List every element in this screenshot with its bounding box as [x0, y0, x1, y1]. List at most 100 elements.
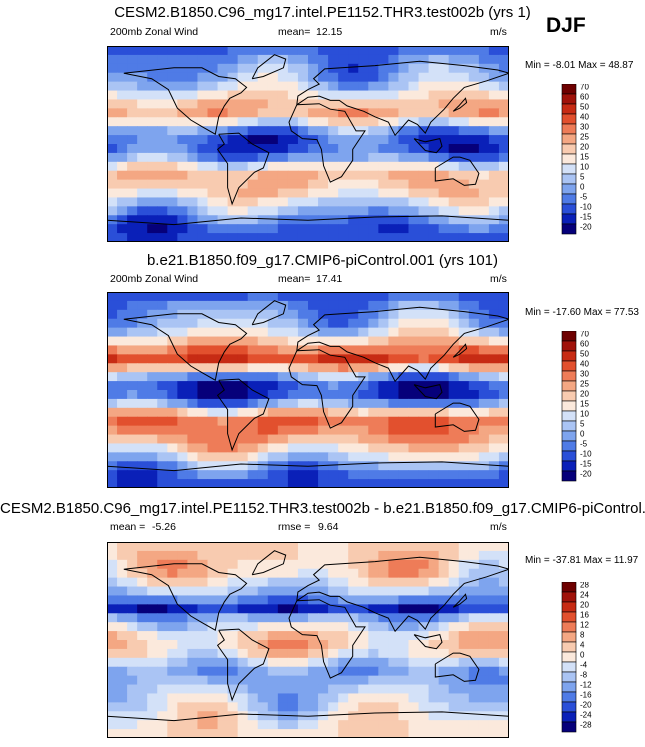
field-cell — [308, 336, 319, 347]
field-cell — [167, 640, 178, 650]
field-cell — [107, 577, 118, 588]
field-cell — [167, 179, 178, 190]
field-cell — [438, 470, 450, 480]
field-cell — [147, 729, 158, 738]
field-cell — [297, 398, 309, 409]
field-cell — [388, 550, 400, 561]
field-cell — [388, 443, 400, 453]
colorbar-swatch — [561, 390, 577, 402]
field-cell — [237, 631, 249, 641]
field-cell — [227, 586, 239, 597]
field-cell — [388, 461, 400, 471]
field-cell — [257, 693, 269, 703]
field-cell — [187, 188, 199, 199]
field-cell — [237, 613, 249, 623]
field-cell — [147, 81, 158, 92]
field-cell — [217, 675, 229, 686]
field-cell — [368, 300, 379, 311]
field-cell — [498, 354, 509, 364]
field-cell — [458, 54, 470, 65]
field-cell — [117, 398, 128, 409]
field-cell — [448, 144, 460, 154]
field-cell — [428, 126, 440, 136]
field-cell — [468, 648, 480, 659]
field-cell — [247, 206, 259, 216]
field-cell — [267, 179, 279, 190]
field-cell — [358, 197, 369, 207]
field-cell — [117, 309, 128, 320]
field-cell — [358, 188, 369, 199]
field-cell — [368, 90, 379, 101]
field-cell — [207, 318, 219, 329]
field-cell — [297, 108, 309, 118]
field-cell — [418, 613, 430, 623]
field-cell — [297, 648, 309, 659]
field-cell — [448, 197, 460, 207]
field-cell — [418, 135, 430, 145]
field-cell — [157, 152, 168, 163]
field-cell — [488, 152, 500, 163]
field-cell — [398, 336, 410, 347]
field-cell — [428, 434, 440, 445]
field-cell — [157, 197, 168, 207]
field-cell — [177, 170, 188, 181]
field-cell — [398, 197, 410, 207]
field-cell — [287, 152, 299, 163]
field-cell — [468, 622, 480, 632]
field-cell — [167, 327, 178, 338]
field-cell — [227, 108, 239, 118]
field-cell — [187, 135, 199, 145]
field-cell — [267, 640, 279, 650]
field-cell — [468, 292, 480, 302]
field-cell — [297, 470, 309, 480]
field-cell — [488, 657, 500, 668]
field-cell — [488, 542, 500, 552]
field-cell — [167, 693, 178, 703]
field-cell — [207, 675, 219, 686]
field-cell — [498, 363, 509, 373]
field-cell — [318, 595, 329, 605]
field-cell — [147, 197, 158, 207]
field-cell — [227, 416, 239, 427]
field-cell — [187, 318, 199, 329]
field-cell — [107, 470, 118, 480]
field-cell — [227, 407, 239, 418]
field-cell — [137, 233, 148, 242]
field-cell — [167, 479, 178, 488]
field-cell — [297, 81, 309, 92]
field-cell — [167, 54, 178, 65]
field-cell — [388, 711, 400, 721]
field-cell — [318, 81, 329, 92]
field-cell — [297, 224, 309, 234]
panel-3-mean-value: -5.26 — [152, 521, 176, 533]
field-cell — [488, 470, 500, 480]
field-cell — [247, 461, 259, 471]
field-cell — [498, 416, 509, 427]
field-cell — [338, 568, 349, 579]
field-cell — [458, 586, 470, 597]
field-cell — [277, 224, 289, 234]
field-cell — [217, 233, 229, 242]
field-cell — [217, 224, 229, 234]
field-cell — [348, 470, 359, 480]
field-cell — [187, 631, 199, 641]
field-cell — [137, 648, 148, 659]
field-cell — [137, 720, 148, 730]
colorbar-label: -15 — [580, 460, 592, 469]
field-cell — [418, 550, 430, 561]
field-cell — [257, 206, 269, 216]
field-cell — [217, 586, 229, 597]
field-cell — [438, 108, 450, 118]
field-cell — [438, 675, 450, 686]
field-cell — [117, 648, 128, 659]
field-cell — [408, 54, 420, 65]
coastline-antarctica — [107, 461, 509, 472]
field-cell — [237, 144, 249, 154]
field-cell — [257, 197, 269, 207]
field-cell — [358, 542, 369, 552]
field-cell — [478, 702, 490, 712]
field-cell — [308, 416, 319, 427]
colorbar-label: 5 — [580, 420, 585, 429]
panel-1-variable: 200mb Zonal Wind — [110, 26, 199, 38]
field-cell — [488, 46, 500, 56]
